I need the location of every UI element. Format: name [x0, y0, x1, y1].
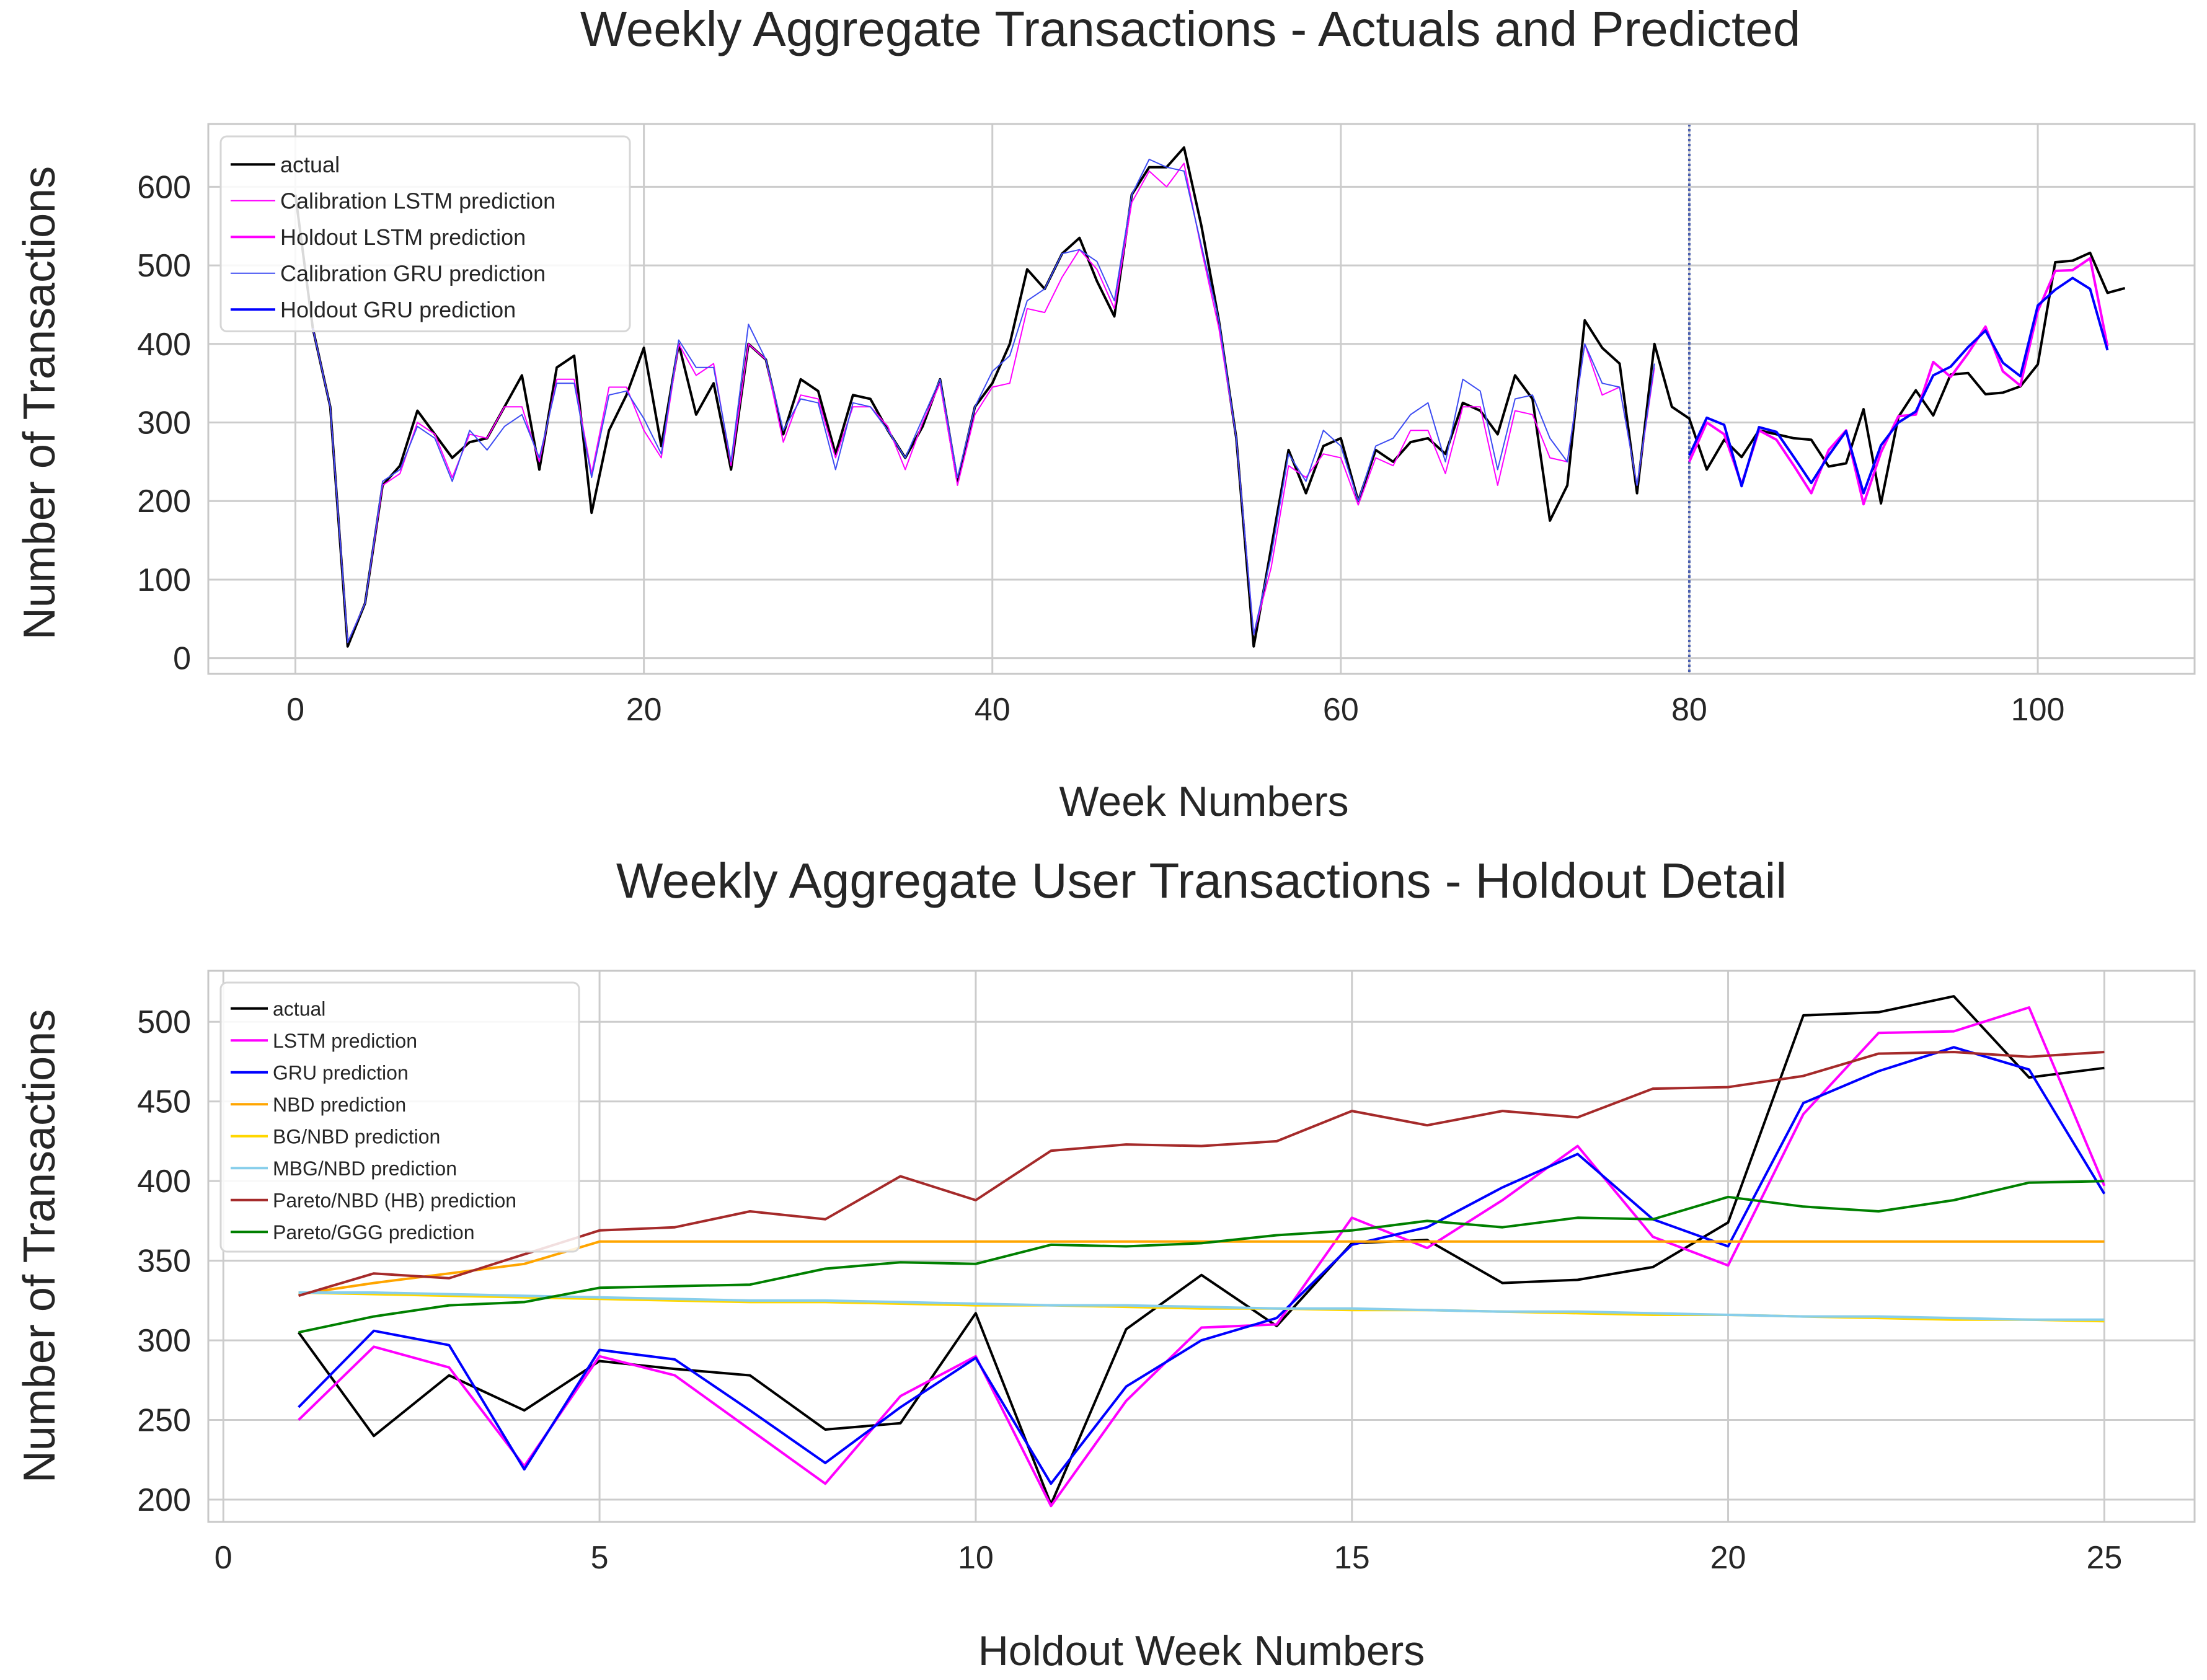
legend-box [219, 981, 580, 1253]
y-tick-label: 450 [137, 1084, 191, 1120]
series-line-gru-prediction [298, 1046, 2106, 1485]
series-lines [294, 146, 2126, 648]
y-axis-label: Number of Transactions [15, 1009, 64, 1483]
legend-label-actual: actual [280, 152, 340, 177]
y-tick-label: 500 [137, 248, 191, 284]
x-tick-label: 20 [1710, 1540, 1746, 1576]
x-tick-label: 25 [2086, 1540, 2122, 1576]
x-tick-label: 10 [958, 1540, 994, 1576]
y-tick-labels: 200 250 300 350 400 450 500 [137, 1004, 191, 1518]
legend-label-holdout-lstm-prediction: Holdout LSTM prediction [280, 224, 526, 250]
series-line-nbd-prediction [298, 1240, 2105, 1296]
y-tick-label: 0 [173, 641, 191, 677]
legend-label-nbd-prediction: NBD prediction [273, 1094, 406, 1116]
legend: actual Calibration LSTM prediction Holdout… [219, 135, 631, 332]
legend-label-gru-prediction: GRU prediction [273, 1061, 409, 1084]
legend-label-pareto-nbd-hb-prediction: Pareto/NBD (HB) prediction [273, 1189, 516, 1211]
y-tick-label: 200 [137, 1482, 191, 1518]
legend: actual LSTM prediction GRU prediction NBD p… [219, 981, 580, 1253]
x-tick-label: 100 [2011, 692, 2065, 728]
legend-label-mbg-nbd-prediction: MBG/NBD prediction [273, 1157, 457, 1180]
y-tick-label: 600 [137, 169, 191, 205]
y-tick-label: 300 [137, 405, 191, 441]
series-lines [297, 995, 2106, 1508]
series-line-calibration-lstm-prediction [312, 162, 1655, 643]
y-tick-label: 200 [137, 484, 191, 519]
x-tick-label: 15 [1334, 1540, 1370, 1576]
legend-label-holdout-gru-prediction: Holdout GRU prediction [280, 297, 516, 322]
x-tick-label: 60 [1323, 692, 1359, 728]
x-tick-label: 0 [215, 1540, 232, 1576]
legend-label-lstm-prediction: LSTM prediction [273, 1030, 417, 1052]
x-tick-label: 0 [286, 692, 304, 728]
series-line-calibration-gru-prediction [312, 159, 1655, 643]
series-line-pareto-ggg-prediction [298, 1180, 2105, 1334]
legend-label-actual: actual [273, 997, 325, 1020]
y-axis-label: Number of Transactions [15, 166, 64, 640]
y-tick-label: 400 [137, 327, 191, 363]
series-line-pareto-nbd-hb-prediction [298, 1051, 2105, 1298]
x-axis-label: Holdout Week Numbers [978, 1627, 1425, 1674]
y-tick-label: 100 [137, 562, 191, 598]
x-tick-label: 20 [626, 692, 662, 728]
chart-title: Weekly Aggregate User Transactions - Hol… [616, 853, 1787, 908]
x-tick-label: 80 [1671, 692, 1707, 728]
chart-holdout-detail: Weekly Aggregate User Transactions - Hol… [15, 853, 2196, 1674]
plot-frame [207, 970, 2196, 1523]
legend-label-bg-nbd-prediction: BG/NBD prediction [273, 1125, 440, 1147]
y-tick-label: 250 [137, 1403, 191, 1439]
chart-actuals-and-predicted: Weekly Aggregate Transactions - Actuals … [15, 1, 2196, 825]
x-tick-label: 5 [591, 1540, 609, 1576]
x-axis-label: Week Numbers [1059, 778, 1348, 825]
series-line-mbg-nbd-prediction [298, 1291, 2105, 1321]
x-tick-label: 40 [975, 692, 1011, 728]
series-line-actual [294, 146, 2126, 648]
plot-frame [207, 123, 2196, 675]
legend-label-pareto-ggg-prediction: Pareto/GGG prediction [273, 1221, 474, 1244]
x-tick-labels: 0 5 10 15 20 25 [215, 1540, 2122, 1576]
legend-label-calibration-lstm-prediction: Calibration LSTM prediction [280, 188, 555, 214]
legend-label-calibration-gru-prediction: Calibration GRU prediction [280, 261, 546, 286]
series-line-holdout-gru-prediction [1688, 276, 2109, 495]
y-tick-label: 350 [137, 1244, 191, 1280]
y-tick-labels: 0 100 200 300 400 500 600 [137, 169, 191, 676]
x-tick-labels: 0 20 40 60 80 100 [286, 692, 2064, 728]
series-line-actual [297, 995, 2105, 1506]
legend-box [219, 135, 631, 332]
series-line-lstm-prediction [298, 1006, 2106, 1508]
y-tick-label: 300 [137, 1323, 191, 1359]
y-tick-label: 500 [137, 1004, 191, 1040]
y-tick-label: 400 [137, 1164, 191, 1200]
chart-title: Weekly Aggregate Transactions - Actuals … [580, 1, 1801, 56]
